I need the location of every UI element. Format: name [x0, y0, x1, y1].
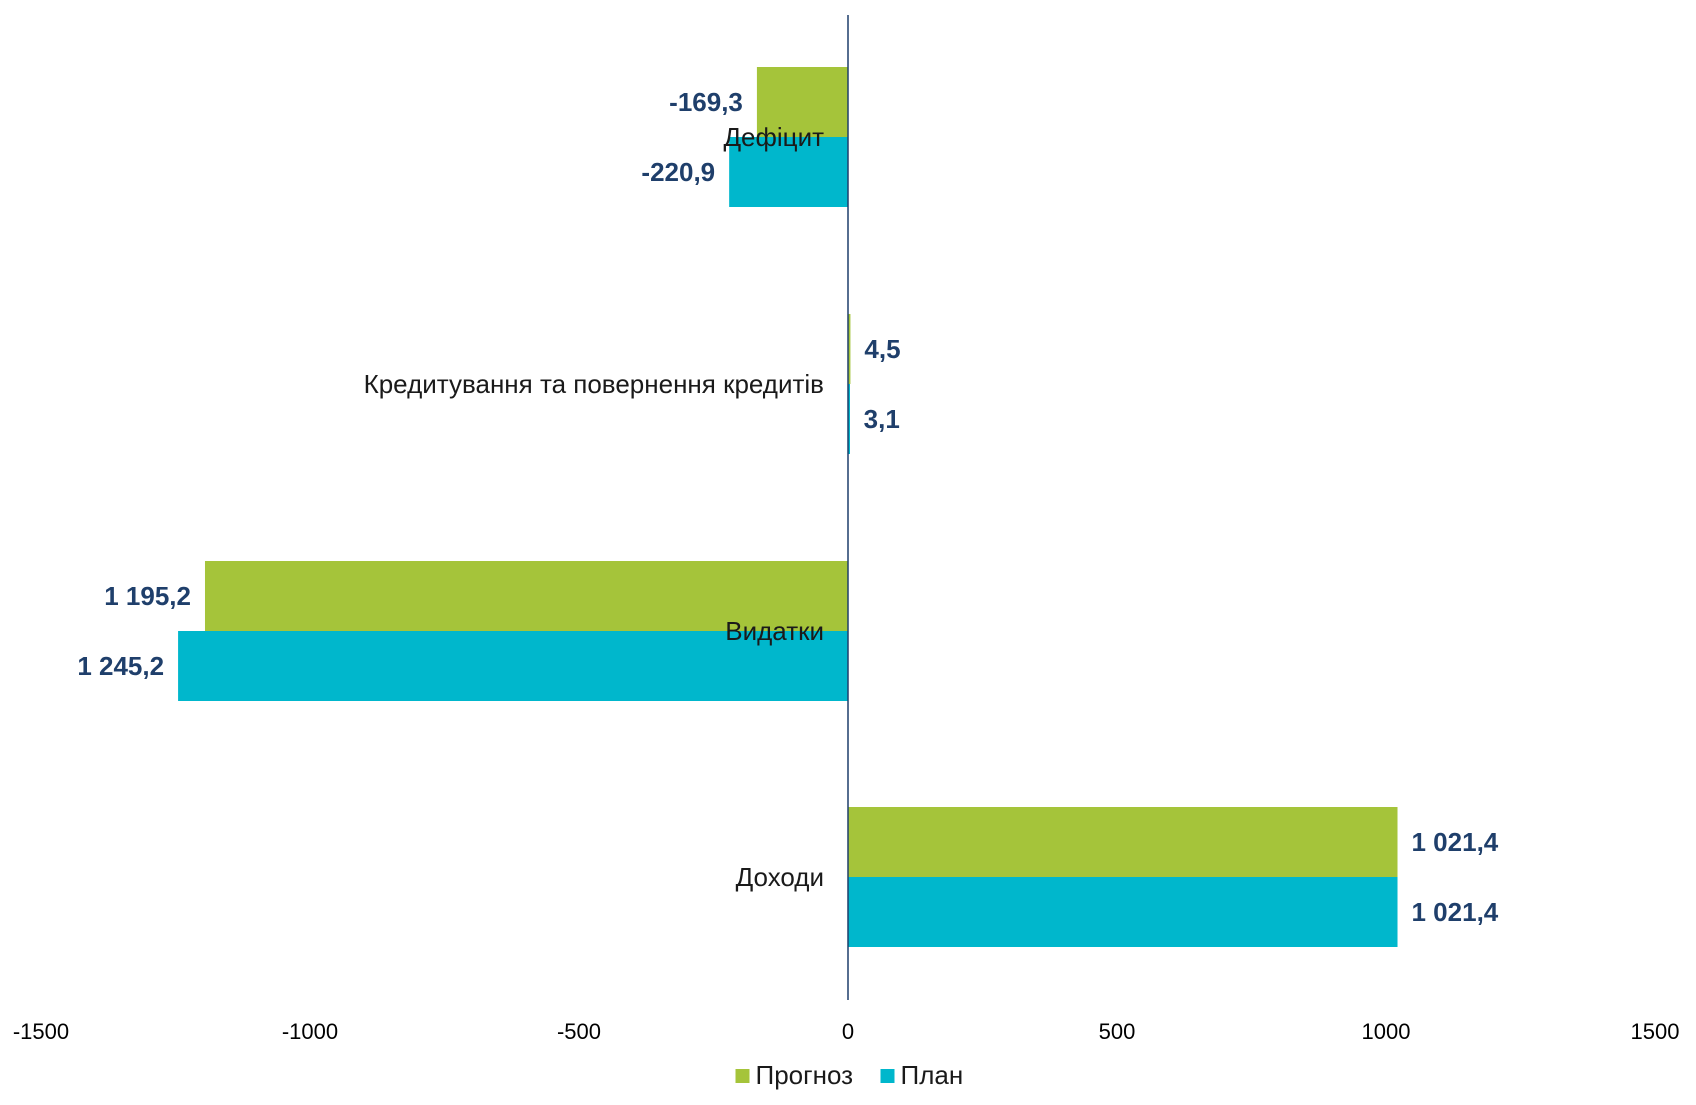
- x-tick-label-4: 0: [842, 1019, 854, 1044]
- x-axis-ticks: -1500 -1000 -500 0 500 1000 1500: [13, 1019, 1680, 1044]
- bar-Прогноз-3: [204, 561, 848, 631]
- bar-Прогноз-2: [848, 314, 851, 384]
- bar-План-3: [178, 631, 848, 701]
- data-label-План-1: -220,9: [641, 157, 715, 187]
- x-tick-label-6: 1000: [1362, 1019, 1411, 1044]
- category-labels: Дефіцит Кредитування та повернення кредит…: [364, 122, 825, 892]
- bar-Прогноз-4: [848, 807, 1398, 877]
- legend-label-План: План: [901, 1060, 964, 1090]
- bar-Прогноз-1: [756, 67, 848, 137]
- x-tick-label-7: 1500: [1631, 1019, 1680, 1044]
- legend-label-Прогноз: Прогноз: [756, 1060, 854, 1090]
- legend-swatch-Прогноз: [735, 1069, 750, 1083]
- category-label-2: Кредитування та повернення кредитів: [364, 369, 824, 399]
- data-label-План-4: 1 021,4: [1412, 897, 1499, 927]
- x-tick-label-3: -500: [557, 1019, 601, 1044]
- x-tick-label-2: -1000: [282, 1019, 338, 1044]
- data-label-Прогноз-3: 1 195,2: [104, 581, 191, 611]
- bar-План-2: [848, 384, 850, 454]
- x-tick-label-5: 500: [1099, 1019, 1136, 1044]
- x-tick-label-1: -1500: [13, 1019, 69, 1044]
- category-label-3: Видатки: [725, 616, 824, 646]
- legend: Прогноз План: [735, 1060, 964, 1090]
- data-label-Прогноз-2: 4,5: [864, 334, 900, 364]
- data-label-Прогноз-4: 1 021,4: [1412, 827, 1499, 857]
- category-label-1: Дефіцит: [723, 122, 824, 152]
- data-label-Прогноз-1: -169,3: [669, 87, 743, 117]
- data-labels: -169,3 -220,9 4,5 3,1 1 195,2 1 245,2 1 021,4 1…: [77, 87, 1498, 927]
- bar-План-1: [729, 137, 848, 207]
- bar-План-4: [848, 877, 1398, 947]
- legend-swatch-План: [880, 1069, 895, 1083]
- bars-layer: [178, 67, 1398, 947]
- data-label-План-3: 1 245,2: [77, 651, 164, 681]
- data-label-План-2: 3,1: [864, 404, 900, 434]
- category-label-4: Доходи: [736, 862, 824, 892]
